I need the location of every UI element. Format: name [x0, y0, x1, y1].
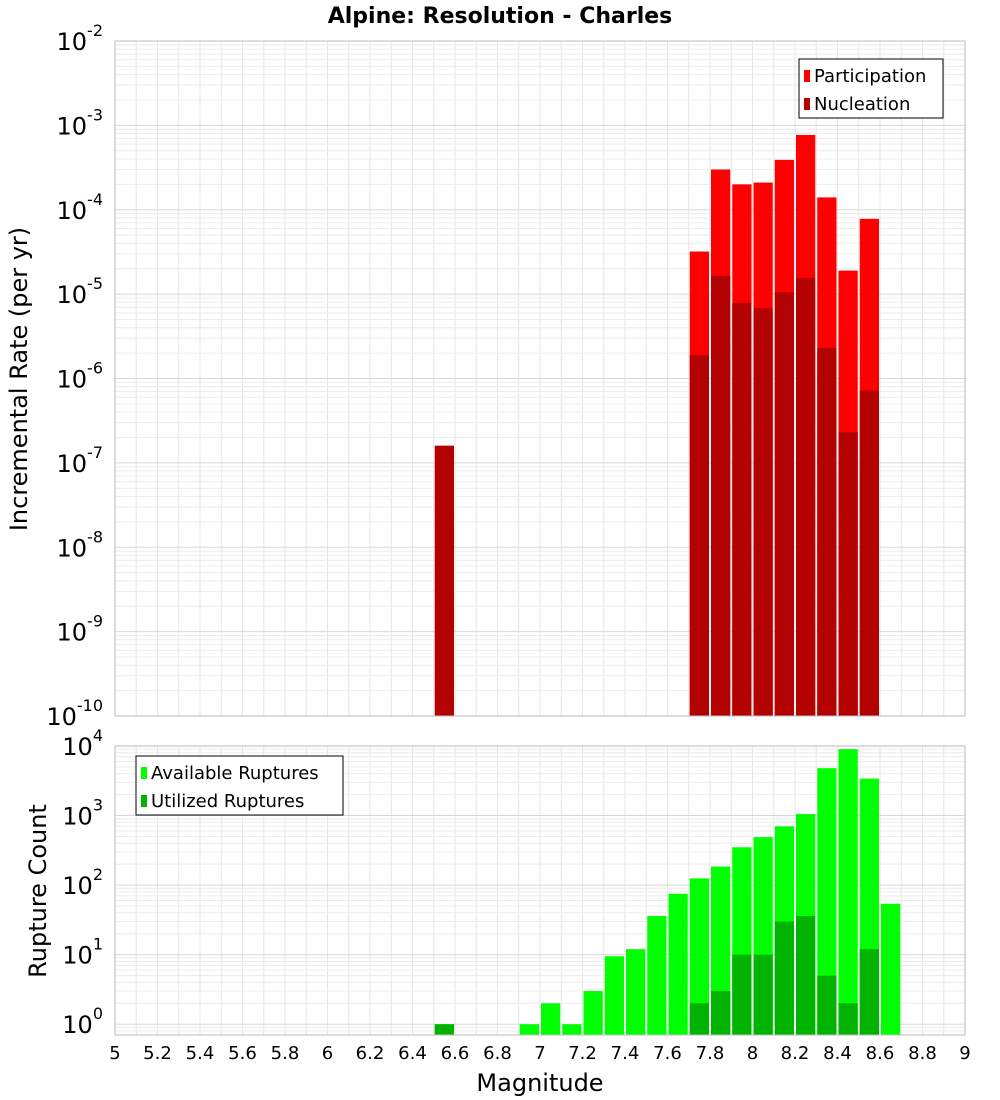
- legend-swatch: [141, 795, 147, 807]
- x-tick-label: 5: [109, 1043, 120, 1064]
- utilized-ruptures-bar: [774, 921, 794, 1035]
- y-tick-label: 10-5: [57, 274, 104, 309]
- x-tick-label: 6.4: [398, 1043, 427, 1064]
- x-tick-label: 9: [959, 1043, 970, 1064]
- legend-swatch: [804, 70, 810, 82]
- bottom-panel: 100 101 102 103 104 5 5.2 5.4 5.6 5.8 6 6.2 6.4 6.6 6…: [24, 726, 971, 1097]
- nucleation-bar: [796, 278, 816, 716]
- available-ruptures-bar: [689, 878, 709, 1035]
- utilized-ruptures-bar: [753, 954, 773, 1035]
- x-tick-label: 7.8: [696, 1043, 725, 1064]
- bottom-plot-border: [114, 745, 966, 1036]
- bottom-legend: Available Ruptures Utilized Ruptures: [135, 755, 344, 816]
- nucleation-bar: [711, 275, 731, 716]
- available-ruptures-bar: [519, 1024, 539, 1035]
- x-tick-label: 5.4: [186, 1043, 215, 1064]
- available-ruptures-bar: [647, 915, 667, 1035]
- x-tick-label: 7.4: [611, 1043, 640, 1064]
- available-ruptures-bar: [817, 768, 837, 1035]
- y-tick-label: 103: [62, 796, 103, 831]
- available-ruptures-bar: [562, 1024, 582, 1035]
- bottom-y-tick-labels: 100 101 102 103 104: [62, 726, 103, 1039]
- y-tick-label: 10-2: [57, 21, 104, 56]
- top-y-tick-labels: 10-10 10-9 10-8 10-7 10-6 10-5 10-4 10-3 10-2: [46, 21, 103, 731]
- legend-box: [798, 58, 944, 119]
- y-tick-label: 10-8: [57, 527, 104, 562]
- y-tick-label: 100: [62, 1004, 103, 1039]
- nucleation-bar: [838, 432, 858, 716]
- x-tick-label: 7: [534, 1043, 545, 1064]
- x-tick-label: 8.8: [908, 1043, 937, 1064]
- available-ruptures-bar: [626, 949, 646, 1035]
- nucleation-bar: [689, 354, 709, 716]
- y-tick-label: 104: [62, 726, 103, 761]
- y-tick-label: 101: [62, 935, 103, 970]
- y-tick-label: 10-9: [57, 612, 104, 647]
- x-tick-label: 5.6: [228, 1043, 257, 1064]
- y-tick-label: 10-7: [57, 443, 104, 478]
- utilized-ruptures-bar: [817, 975, 837, 1035]
- top-plot-border: [114, 40, 966, 717]
- x-tick-label: 6.6: [441, 1043, 470, 1064]
- utilized-ruptures-bar: [434, 1024, 454, 1035]
- legend-box: [135, 755, 344, 816]
- utilized-ruptures-bar: [859, 949, 879, 1035]
- y-tick-label: 10-4: [57, 190, 104, 225]
- legend-label: Utilized Ruptures: [151, 791, 304, 812]
- nucleation-bar: [817, 347, 837, 716]
- bottom-bars: [434, 749, 901, 1035]
- utilized-ruptures-bar: [732, 954, 752, 1035]
- available-ruptures-bar: [881, 903, 901, 1035]
- available-ruptures-bar: [838, 749, 858, 1035]
- x-tick-label: 5.8: [271, 1043, 300, 1064]
- x-tick-label: 8: [747, 1043, 758, 1064]
- legend-swatch: [141, 767, 147, 779]
- x-tick-label: 6: [322, 1043, 333, 1064]
- utilized-ruptures-bar: [796, 915, 816, 1035]
- top-y-axis-label: Incremental Rate (per yr): [5, 227, 33, 531]
- available-ruptures-bar: [604, 956, 624, 1035]
- available-ruptures-bar: [541, 1003, 561, 1035]
- available-ruptures-bar: [668, 893, 688, 1035]
- x-tick-label: 7.2: [568, 1043, 597, 1064]
- y-tick-label: 10-10: [46, 696, 103, 731]
- x-axis-label: Magnitude: [476, 1069, 603, 1097]
- y-tick-label: 10-3: [57, 105, 104, 140]
- y-tick-label: 102: [62, 865, 103, 900]
- nucleation-bar: [732, 302, 752, 716]
- x-tick-labels: 5 5.2 5.4 5.6 5.8 6 6.2 6.4 6.6 6.8 7 7.2 7.4 7.6 7.8 8…: [109, 1043, 970, 1064]
- legend-label: Nucleation: [814, 94, 910, 115]
- x-tick-label: 6.8: [483, 1043, 512, 1064]
- utilized-ruptures-bar: [838, 1003, 858, 1035]
- nucleation-bar: [753, 308, 773, 716]
- legend-label: Available Ruptures: [151, 763, 319, 784]
- x-tick-label: 5.2: [143, 1043, 172, 1064]
- top-panel: 10-10 10-9 10-8 10-7 10-6 10-5 10-4 10-3 10-2 In…: [5, 21, 966, 731]
- top-legend: Participation Nucleation: [798, 58, 944, 119]
- bottom-y-axis-label: Rupture Count: [24, 804, 52, 978]
- nucleation-bar: [859, 390, 879, 716]
- chart-title: Alpine: Resolution - Charles: [328, 4, 673, 29]
- x-tick-label: 8.4: [823, 1043, 852, 1064]
- legend-label: Participation: [814, 66, 926, 87]
- nucleation-bar: [434, 445, 454, 716]
- top-bars: [434, 134, 879, 717]
- utilized-ruptures-bar: [689, 1003, 709, 1035]
- available-ruptures-bar: [583, 991, 603, 1035]
- y-tick-label: 10-6: [57, 359, 104, 394]
- nucleation-bar: [774, 292, 794, 716]
- utilized-ruptures-bar: [711, 991, 731, 1035]
- x-tick-label: 8.2: [781, 1043, 810, 1064]
- x-tick-label: 6.2: [356, 1043, 385, 1064]
- top-gridlines: [115, 41, 965, 716]
- x-tick-label: 7.6: [653, 1043, 682, 1064]
- legend-swatch: [804, 98, 810, 110]
- x-tick-label: 8.6: [866, 1043, 895, 1064]
